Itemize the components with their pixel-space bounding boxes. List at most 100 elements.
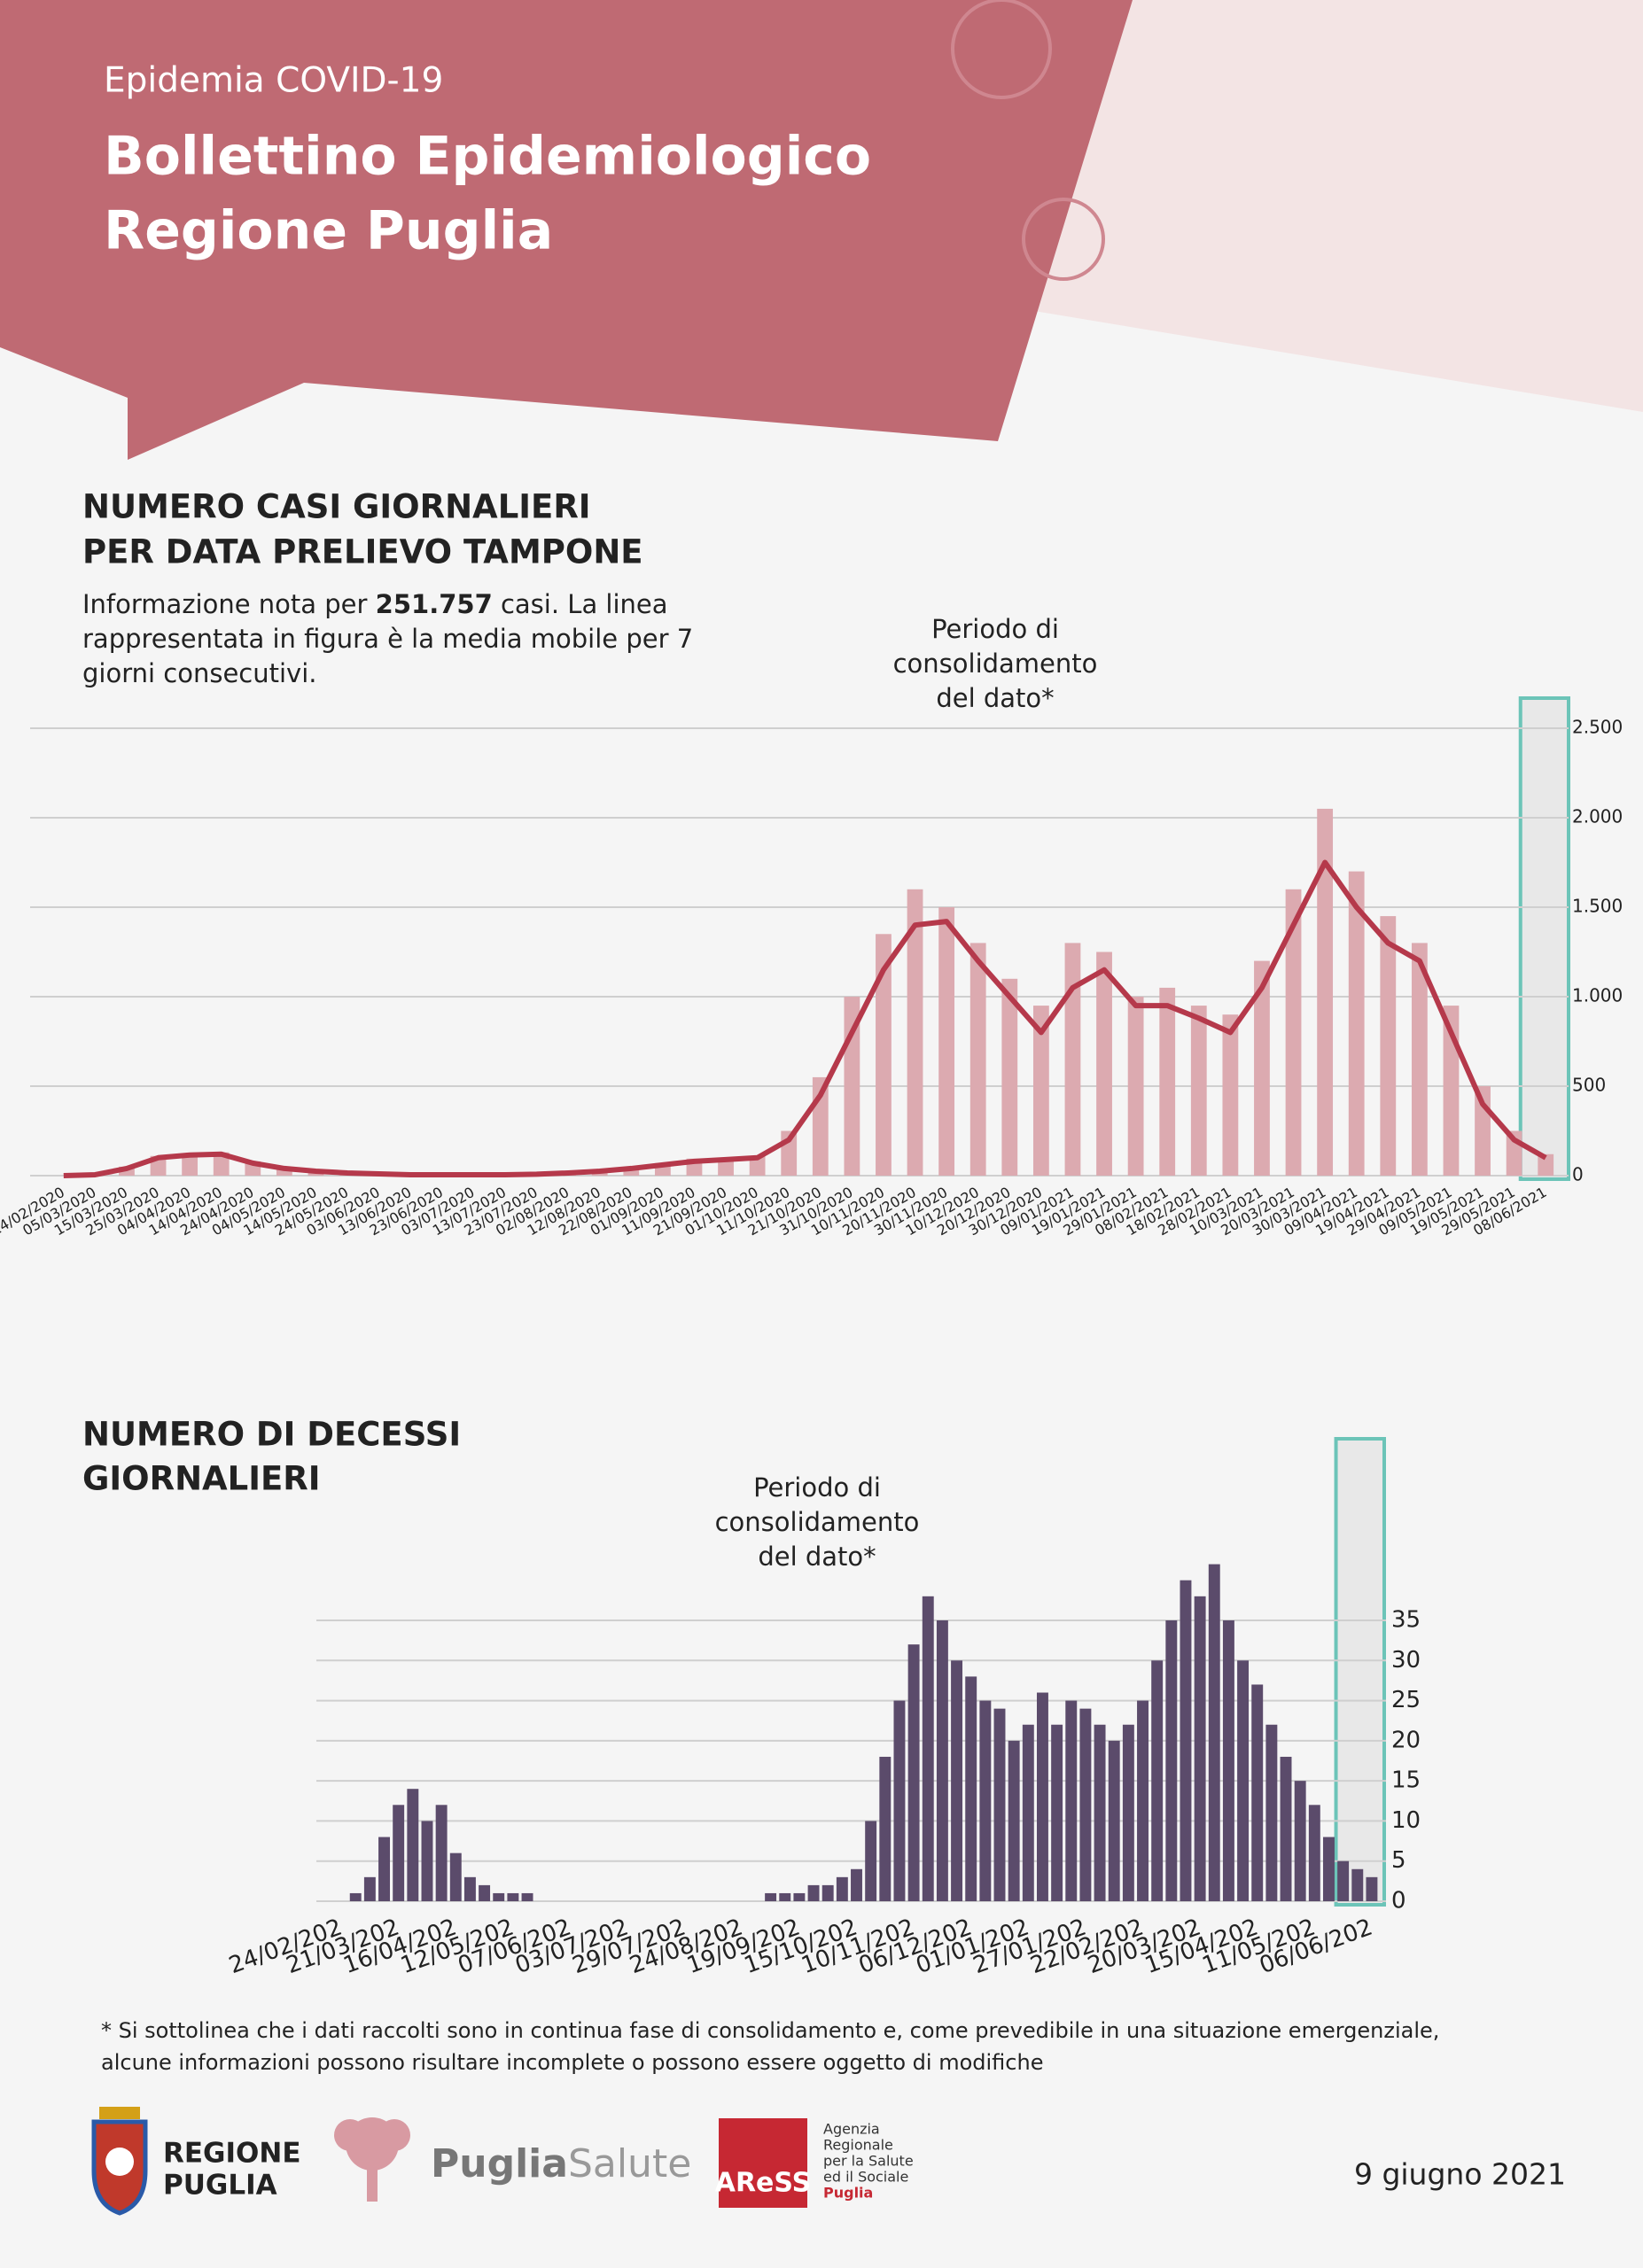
bar [951,1660,963,1901]
bar [449,1852,462,1901]
bar [1337,1860,1350,1901]
main-title: Regione Puglia [104,200,553,262]
y-tick-label: 1.500 [1572,896,1623,917]
bar [749,1155,766,1176]
bar [463,1876,476,1901]
bar [1180,1580,1192,1901]
header-light [1034,0,1643,412]
bar [1001,978,1018,1176]
bar [623,1167,640,1176]
bar [1008,1740,1020,1901]
bar [1308,1805,1320,1901]
case-count: 251.757 [376,589,493,619]
annotation: del dato* [936,683,1054,713]
bar [1323,1837,1335,1901]
bar [521,1892,533,1901]
description: Informazione nota per 251.757 casi. La l… [82,589,668,619]
bar [1366,1876,1378,1901]
kicker: Epidemia COVID-19 [104,61,443,101]
chart-title: NUMERO CASI GIORNALIERI [82,488,591,526]
description-text: Informazione nota per [82,589,376,619]
bar [1254,960,1270,1176]
bar [907,889,923,1176]
bar [213,1152,230,1176]
bar [1265,1724,1278,1901]
aress-logo [719,2118,807,2208]
bar [822,1884,834,1901]
chart-title: NUMERO DI DECESSI [82,1416,461,1454]
chart-title: GIORNALIERI [82,1460,321,1498]
bar [349,1892,362,1901]
bar [893,1700,906,1901]
bar [1065,1700,1078,1901]
header-banner [0,0,1133,460]
bar [765,1892,777,1901]
bar [435,1805,448,1901]
bar [793,1892,806,1901]
bar [1538,1153,1554,1176]
regione-logo [91,2107,148,2216]
description-text: casi. La linea [493,589,668,619]
regione-text: REGIONE [163,2138,301,2170]
bar [276,1167,292,1176]
y-tick-label: 30 [1391,1647,1421,1674]
bar [1208,1564,1220,1901]
bar [1096,951,1112,1176]
aress-text: AReSS [715,2168,812,2199]
y-tick-label: 20 [1391,1727,1421,1753]
moving-average-line [63,859,1547,1178]
bar [807,1884,820,1901]
regione-text: PUGLIA [163,2170,277,2202]
bar [922,1596,934,1901]
footnote: alcune informazioni possono risultare in… [101,2050,1043,2075]
bar [1137,1700,1149,1901]
bar [1122,1724,1134,1901]
bar [1108,1740,1120,1901]
y-tick-label: 2.500 [1572,717,1623,738]
y-tick-label: 10 [1391,1807,1421,1834]
bar [363,1876,376,1901]
bar [1251,1684,1264,1901]
description: rappresentata in figura è la media mobil… [82,624,693,654]
y-tick-label: 500 [1572,1075,1606,1096]
chart-title: PER DATA PRELIEVO TAMPONE [82,533,643,571]
y-tick-label: 0 [1572,1164,1584,1185]
bar [378,1837,390,1901]
bar [1280,1756,1292,1901]
bar [979,1700,992,1901]
bar [1127,997,1144,1176]
y-tick-label: 15 [1391,1767,1421,1794]
bar [493,1892,505,1901]
bar [879,1756,892,1901]
bar [965,1676,977,1901]
y-tick-label: 0 [1391,1888,1406,1915]
bar [851,1868,862,1901]
bar [1190,1006,1207,1176]
y-tick-label: 5 [1391,1847,1406,1874]
agency-line: Puglia [823,2185,873,2202]
bar [1222,1620,1234,1901]
agency-line: per la Salute [823,2153,914,2170]
bar [969,943,986,1176]
bar [938,907,955,1176]
annotation: consolidamento [893,649,1098,679]
date: 9 giugno 2021 [1354,2157,1566,2192]
bar [1159,987,1176,1176]
consolidation-period [1518,696,1571,1181]
bar [1348,871,1365,1176]
bar [1079,1708,1092,1901]
y-tick-label: 1.000 [1572,985,1623,1006]
bar [421,1821,433,1901]
y-tick-label: 2.000 [1572,806,1623,827]
bar [1317,808,1334,1176]
bar [1222,1014,1239,1176]
y-tick-label: 35 [1391,1607,1421,1634]
annotation: del dato* [758,1542,876,1572]
puglia-salute: PugliaSalute [431,2141,691,2186]
bar [1094,1724,1106,1901]
bar [1165,1620,1178,1901]
bar [1411,943,1428,1176]
bar [836,1876,848,1901]
